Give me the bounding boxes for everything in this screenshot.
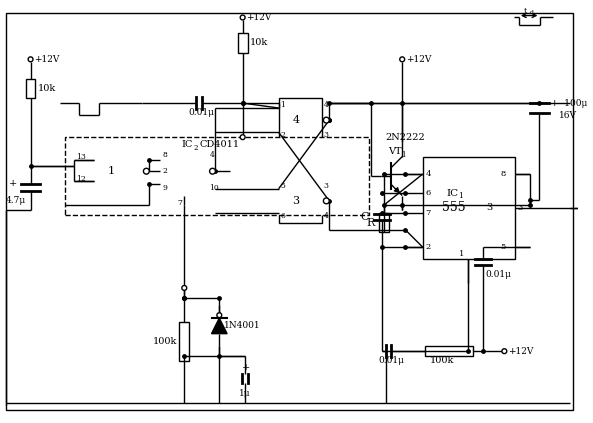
Text: 100k: 100k — [153, 337, 177, 346]
Bar — [94, 147, 142, 195]
Text: 0.01μ: 0.01μ — [188, 108, 214, 117]
Text: 0.01μ: 0.01μ — [378, 357, 404, 365]
Bar — [279, 179, 323, 223]
Circle shape — [209, 168, 215, 174]
Text: 4: 4 — [209, 151, 215, 159]
Text: 10k: 10k — [37, 84, 56, 93]
Circle shape — [240, 135, 245, 140]
Text: 555: 555 — [442, 201, 466, 214]
Text: 4: 4 — [323, 212, 329, 220]
Text: 4: 4 — [426, 170, 431, 178]
Bar — [423, 157, 515, 259]
Text: VT: VT — [388, 147, 402, 156]
Text: 7: 7 — [177, 199, 182, 207]
Text: +  100μ: + 100μ — [551, 99, 588, 107]
Text: 10: 10 — [209, 184, 219, 192]
Text: 3: 3 — [323, 182, 329, 190]
Text: 1: 1 — [280, 101, 285, 109]
Bar — [160, 147, 209, 195]
Polygon shape — [212, 318, 227, 334]
Text: 5: 5 — [500, 243, 506, 251]
Text: R: R — [366, 218, 374, 228]
Text: 4.7μ: 4.7μ — [5, 196, 25, 205]
Text: 2N2222: 2N2222 — [385, 133, 425, 142]
Text: 6: 6 — [280, 212, 285, 220]
Text: 4: 4 — [292, 115, 299, 125]
Text: 1: 1 — [458, 192, 464, 200]
Text: 13: 13 — [76, 153, 86, 161]
Text: 5: 5 — [280, 182, 285, 190]
Text: +: + — [9, 179, 17, 188]
Text: 3: 3 — [517, 204, 522, 212]
Text: 3: 3 — [323, 131, 329, 139]
Text: 1: 1 — [458, 250, 464, 258]
Text: C: C — [361, 212, 369, 222]
Text: d: d — [530, 10, 534, 15]
Text: t: t — [524, 7, 527, 15]
Bar — [425, 346, 473, 356]
Text: 1: 1 — [108, 166, 115, 176]
Text: 7: 7 — [426, 209, 431, 217]
Text: 6: 6 — [426, 189, 431, 197]
Text: 1N4001: 1N4001 — [224, 321, 261, 330]
Circle shape — [323, 198, 329, 204]
Text: +12V: +12V — [34, 55, 60, 64]
Text: +12V: +12V — [508, 347, 534, 356]
Text: +12V: +12V — [406, 55, 432, 64]
Circle shape — [28, 57, 33, 62]
Text: 1: 1 — [401, 151, 406, 159]
Text: 9: 9 — [163, 184, 168, 192]
Circle shape — [240, 15, 245, 20]
Circle shape — [502, 349, 507, 354]
Circle shape — [182, 286, 187, 290]
Text: 100k: 100k — [429, 357, 454, 365]
Text: 2: 2 — [193, 144, 197, 152]
Circle shape — [144, 168, 149, 174]
Text: 3: 3 — [486, 203, 492, 212]
Bar — [238, 33, 247, 52]
Text: 4: 4 — [323, 101, 329, 109]
Text: 3: 3 — [292, 196, 299, 206]
Text: IC: IC — [447, 189, 459, 198]
Bar — [25, 79, 36, 98]
Circle shape — [323, 117, 329, 123]
Text: 1μ: 1μ — [239, 388, 250, 398]
Text: 0.01μ: 0.01μ — [486, 270, 512, 279]
Bar — [279, 98, 323, 142]
Text: 8: 8 — [500, 170, 506, 178]
Text: CD4011: CD4011 — [200, 140, 240, 149]
Text: IC: IC — [181, 140, 193, 149]
Circle shape — [400, 57, 404, 62]
Text: 2: 2 — [280, 131, 285, 139]
Text: +12V: +12V — [247, 13, 272, 22]
Text: 2: 2 — [426, 243, 431, 251]
Bar — [180, 322, 189, 361]
Text: 16V: 16V — [559, 111, 577, 120]
Text: +: + — [242, 363, 250, 372]
Circle shape — [217, 313, 222, 318]
Text: 2: 2 — [163, 167, 168, 175]
Text: 12: 12 — [76, 175, 86, 183]
Bar — [379, 213, 388, 233]
Text: 8: 8 — [163, 151, 168, 159]
Text: 10k: 10k — [250, 38, 267, 47]
Bar — [65, 137, 369, 215]
